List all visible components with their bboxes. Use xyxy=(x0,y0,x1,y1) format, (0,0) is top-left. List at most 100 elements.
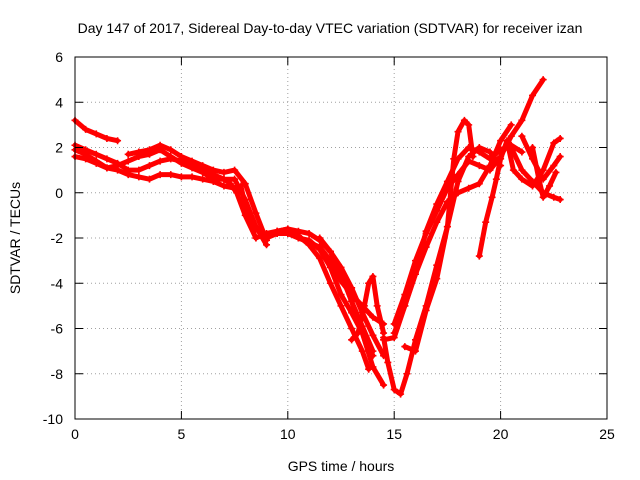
series-line-track-11 xyxy=(327,249,387,388)
data-point xyxy=(492,175,500,183)
x-tick-label: 10 xyxy=(280,426,296,442)
data-point xyxy=(114,137,122,145)
data-point xyxy=(373,302,381,310)
data-point xyxy=(380,381,388,389)
data-point xyxy=(316,254,324,262)
data-point xyxy=(369,331,377,339)
data-point xyxy=(124,157,132,165)
series-markers-track-12 xyxy=(348,272,388,344)
data-point xyxy=(475,148,483,156)
series-markers-track-16 xyxy=(390,121,515,337)
data-point xyxy=(390,329,398,337)
data-point xyxy=(103,134,111,142)
y-tick-label: -2 xyxy=(51,230,64,246)
data-point xyxy=(550,139,558,147)
data-point xyxy=(546,182,554,190)
x-axis-title: GPS time / hours xyxy=(288,458,395,474)
data-point xyxy=(241,202,249,210)
data-point xyxy=(518,116,526,124)
data-point xyxy=(209,177,217,185)
data-point xyxy=(316,234,324,242)
series-markers-track-18 xyxy=(475,134,564,260)
data-point xyxy=(556,153,564,161)
series-line-track-9 xyxy=(285,231,387,327)
series-markers-track-21 xyxy=(529,144,560,201)
x-tick-label: 5 xyxy=(178,426,186,442)
data-point xyxy=(167,146,175,154)
data-point xyxy=(411,347,419,355)
data-point xyxy=(114,166,122,174)
data-point xyxy=(124,150,132,158)
series-markers-track-13 xyxy=(380,144,505,398)
y-tick-label: -10 xyxy=(43,411,63,427)
data-point xyxy=(465,184,473,192)
data-point xyxy=(518,132,526,140)
series-line-track-15 xyxy=(391,77,546,327)
data-point xyxy=(156,141,164,149)
data-point xyxy=(486,162,494,170)
data-point xyxy=(82,150,90,158)
data-point xyxy=(365,365,373,373)
data-point xyxy=(465,157,473,165)
data-point xyxy=(539,193,547,201)
data-point xyxy=(231,175,239,183)
series-line-track-17 xyxy=(402,117,476,354)
data-point xyxy=(529,177,537,185)
data-point xyxy=(199,175,207,183)
data-point xyxy=(188,157,196,165)
series-markers-track-5 xyxy=(124,141,271,244)
data-point xyxy=(552,168,560,176)
axis-ticks: 0 5 10 15 20 25 -10 -8 -6 -4 -2 0 2 4 6 xyxy=(43,49,615,442)
data-point xyxy=(433,218,441,226)
data-point xyxy=(488,193,496,201)
data-point xyxy=(411,257,419,265)
data-point xyxy=(539,76,547,84)
data-point xyxy=(237,182,245,190)
data-point xyxy=(369,272,377,280)
data-point xyxy=(220,175,228,183)
data-point xyxy=(518,175,526,183)
data-point xyxy=(450,155,458,163)
series-markers-track-1 xyxy=(71,116,122,145)
data-point xyxy=(529,91,537,99)
data-point xyxy=(482,218,490,226)
data-point xyxy=(231,166,239,174)
x-tick-label: 15 xyxy=(386,426,402,442)
y-tick-label: 6 xyxy=(55,49,63,65)
data-point xyxy=(231,184,239,192)
data-point xyxy=(443,223,451,231)
data-point xyxy=(358,347,366,355)
data-point xyxy=(475,180,483,188)
data-point xyxy=(167,155,175,163)
data-point xyxy=(497,137,505,145)
data-point xyxy=(220,182,228,190)
data-point xyxy=(220,168,228,176)
data-point xyxy=(284,229,292,237)
data-point xyxy=(507,132,515,140)
series-layer xyxy=(71,76,564,398)
series-markers-track-4 xyxy=(71,146,281,242)
data-point xyxy=(454,171,462,179)
data-point xyxy=(177,153,185,161)
data-point xyxy=(252,234,260,242)
data-point xyxy=(465,121,473,129)
data-point xyxy=(369,313,377,321)
x-tick-label: 0 xyxy=(71,426,79,442)
data-point xyxy=(241,180,249,188)
data-point xyxy=(486,148,494,156)
data-point xyxy=(433,207,441,215)
data-point xyxy=(475,162,483,170)
data-point xyxy=(209,166,217,174)
data-point xyxy=(460,116,468,124)
data-point xyxy=(529,144,537,151)
series-markers-track-17 xyxy=(401,116,477,355)
data-point xyxy=(103,164,111,172)
y-tick-label: -4 xyxy=(51,275,64,291)
series-line-track-13 xyxy=(381,145,504,397)
data-point xyxy=(380,336,388,344)
data-point xyxy=(135,166,143,174)
data-point xyxy=(454,128,462,136)
y-tick-label: 0 xyxy=(55,185,63,201)
data-point xyxy=(294,227,302,235)
data-point xyxy=(316,243,324,251)
